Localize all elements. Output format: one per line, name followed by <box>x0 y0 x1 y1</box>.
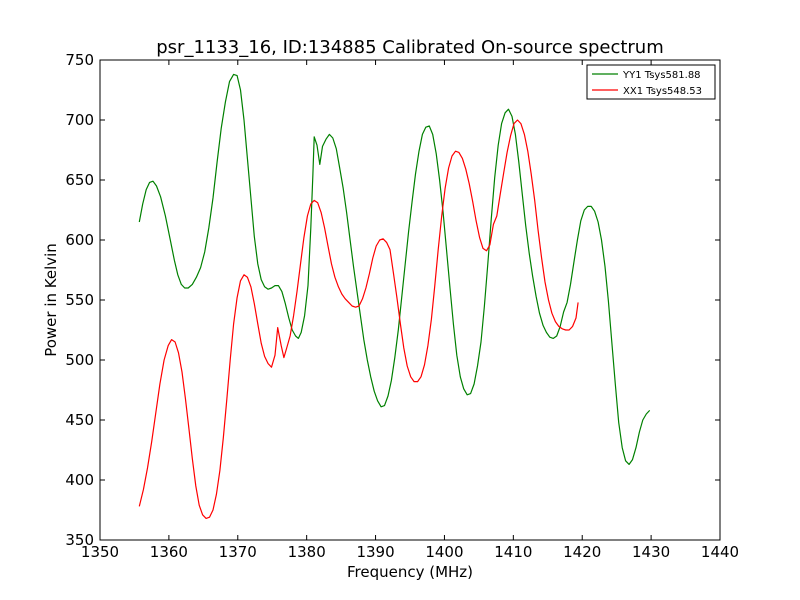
x-tick-label: 1400 <box>425 543 463 561</box>
plot-area: 1350 1360 1370 1380 1390 1400 1410 1420 1430 1440… <box>65 51 739 561</box>
y-tick-label: 650 <box>65 171 94 189</box>
chart-title: psr_1133_16, ID:134885 Calibrated On-sou… <box>156 37 664 58</box>
y-tick-label: 550 <box>65 291 94 309</box>
series-layer <box>138 73 651 520</box>
y-tick-label: 500 <box>65 351 94 369</box>
x-tick-label: 1360 <box>150 543 188 561</box>
series-line-yy1 <box>138 73 651 465</box>
x-tick-label: 1380 <box>288 543 326 561</box>
x-tick-label: 1430 <box>632 543 670 561</box>
x-axis-ticks: 1350 1360 1370 1380 1390 1400 1410 1420 1430 1440 <box>81 60 739 561</box>
plot-frame <box>99 59 721 541</box>
x-axis-label: Frequency (MHz) <box>347 563 473 581</box>
legend: YY1 Tsys581.88 XX1 Tsys548.53 <box>586 64 716 100</box>
x-tick-label: 1370 <box>219 543 257 561</box>
y-tick-label: 600 <box>65 231 94 249</box>
x-tick-label: 1350 <box>81 543 119 561</box>
x-tick-label: 1410 <box>494 543 532 561</box>
x-tick-label: 1390 <box>356 543 394 561</box>
y-tick-label: 450 <box>65 411 94 429</box>
y-axis-label: Power in Kelvin <box>42 243 60 357</box>
y-tick-label: 400 <box>65 471 94 489</box>
legend-frame <box>586 64 716 100</box>
series-line-xx1 <box>138 119 579 520</box>
legend-label-yy1: YY1 Tsys581.88 <box>622 70 701 81</box>
legend-label-xx1: XX1 Tsys548.53 <box>623 86 702 97</box>
y-tick-label: 350 <box>65 531 94 549</box>
y-tick-label: 700 <box>65 111 94 129</box>
x-tick-label: 1420 <box>563 543 601 561</box>
y-axis-ticks: 350 400 450 500 550 600 650 700 750 <box>65 51 720 549</box>
x-tick-label: 1440 <box>701 543 739 561</box>
y-tick-label: 750 <box>65 51 94 69</box>
